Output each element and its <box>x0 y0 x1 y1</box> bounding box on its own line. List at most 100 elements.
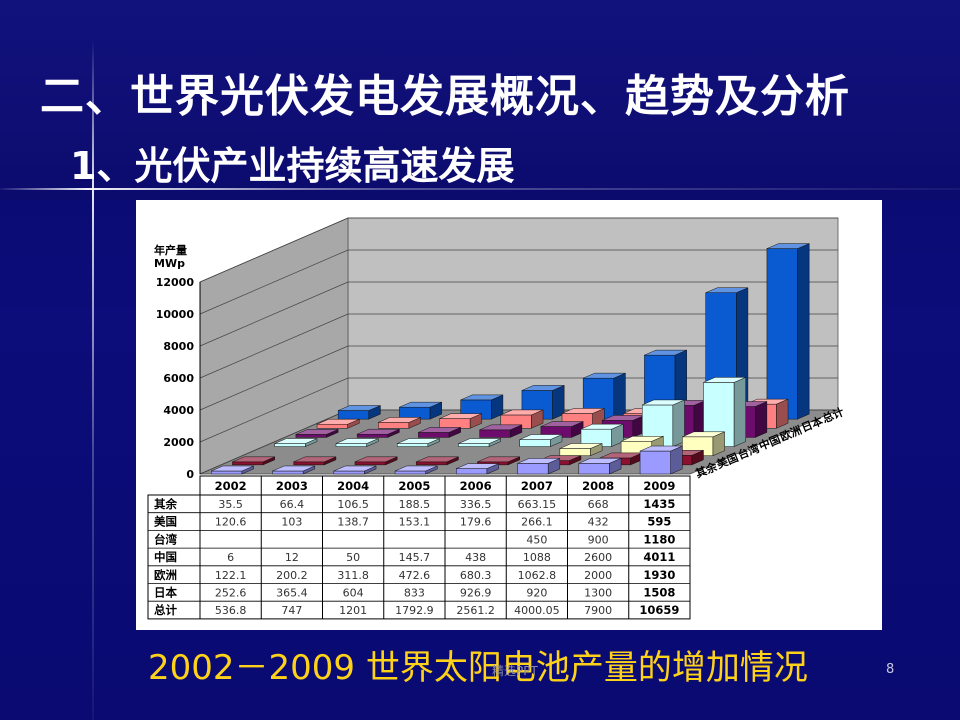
bar <box>500 409 544 429</box>
chart-panel: 0 2000 4000 6000 8000 10000 12000 年产量 MWp 其余 美国 台湾中… <box>136 200 882 630</box>
bar-top <box>354 456 398 463</box>
bar-top <box>338 405 381 411</box>
bar <box>517 457 561 475</box>
bar-front <box>293 461 325 466</box>
table-cell: 200.2 <box>276 569 308 582</box>
table-cell: 10659 <box>639 603 679 617</box>
bar-top <box>439 413 482 419</box>
table-row-header: 其余 <box>154 497 177 511</box>
table-cell: 1088 <box>523 551 551 564</box>
table-cell: 103 <box>281 516 302 529</box>
bar-top <box>540 421 584 427</box>
bar-top <box>500 409 544 416</box>
bar-top <box>399 401 442 408</box>
bar-front <box>378 422 410 429</box>
bar-top <box>397 438 440 444</box>
bar-front <box>333 470 365 475</box>
bar-front <box>578 463 610 475</box>
table-cell: 1201 <box>339 604 367 617</box>
decorative-vertical-line <box>92 40 94 720</box>
table-row-header: 中国 <box>154 550 177 564</box>
y-tick-label: 10000 <box>156 308 195 321</box>
bar-top <box>517 458 560 464</box>
bar-top <box>519 434 563 440</box>
bar-front <box>456 468 488 475</box>
bar <box>399 401 442 420</box>
bar <box>378 417 421 429</box>
table-cell: 595 <box>647 515 671 529</box>
table-cell: 680.3 <box>460 569 492 582</box>
bar <box>211 465 254 475</box>
bar-front <box>418 432 450 438</box>
table-cell: 926.9 <box>460 587 492 600</box>
bar-top <box>521 385 565 391</box>
table-cell: 336.5 <box>460 498 492 511</box>
table-row-header: 日本 <box>154 586 177 600</box>
bar-top <box>479 424 522 431</box>
bar <box>295 429 339 438</box>
bar-front <box>439 418 471 429</box>
watermark: 精选PPT <box>492 664 538 678</box>
bar-front <box>559 448 591 456</box>
table-cell: 747 <box>281 604 302 617</box>
table-cell: 2600 <box>584 551 612 564</box>
bar-front <box>335 443 367 447</box>
bar-top <box>295 429 339 435</box>
table-cell: 7900 <box>584 604 612 617</box>
table-cell: 50 <box>346 551 360 564</box>
slide-title: 二、世界光伏发电发展概况、趋势及分析 <box>40 71 850 122</box>
bar <box>337 405 381 420</box>
table-row-header: 台湾 <box>154 532 177 546</box>
table-cell: 106.5 <box>337 498 369 511</box>
table-cell: 1435 <box>643 497 675 511</box>
bar-front <box>479 429 511 438</box>
bar <box>394 465 438 475</box>
bar <box>456 463 499 475</box>
table-cell: 668 <box>588 498 609 511</box>
bar <box>540 421 584 438</box>
bar <box>415 456 459 466</box>
bar-top <box>477 456 520 463</box>
table-cell: 4000.05 <box>514 604 560 617</box>
bar <box>316 418 360 429</box>
bar <box>333 465 377 475</box>
bar <box>356 428 400 438</box>
bar-top <box>766 243 810 249</box>
table-cell: 266.1 <box>521 516 553 529</box>
gridline <box>199 249 838 315</box>
bar <box>293 456 337 466</box>
table-body <box>147 494 691 620</box>
table-column-header: 2004 <box>337 479 369 493</box>
table-cell: 438 <box>465 551 486 564</box>
table-column-header: 2003 <box>276 479 308 493</box>
bar-top <box>559 443 603 449</box>
bar <box>439 413 483 429</box>
bar <box>766 243 810 420</box>
bar-top <box>642 399 685 406</box>
table-cell: 900 <box>588 533 609 546</box>
bar-top <box>211 465 254 472</box>
bar <box>521 385 565 420</box>
table-cell: 1508 <box>643 586 675 600</box>
chart-caption: 2002－2009 世界太阳电池产量的增加情况 <box>148 648 808 688</box>
bar-front <box>766 248 798 420</box>
y-tick-label: 6000 <box>163 372 194 385</box>
bar-top <box>583 372 626 379</box>
bar-front <box>394 470 426 475</box>
table-cell: 153.1 <box>399 516 431 529</box>
bar-top <box>705 287 749 293</box>
bar-top <box>561 408 605 414</box>
y-tick-label: 4000 <box>163 404 194 417</box>
bar-front <box>211 470 243 475</box>
decorative-horizontal-line <box>0 188 960 190</box>
table-cell: 66.4 <box>280 498 305 511</box>
bar-top <box>357 428 400 435</box>
bar-side <box>733 376 746 447</box>
table-cell: 179.6 <box>460 516 492 529</box>
y-tick-label: 2000 <box>163 436 194 449</box>
bar-top <box>639 445 683 452</box>
bar-top <box>456 463 499 469</box>
table-cell: 450 <box>526 533 547 546</box>
table-row-header: 总计 <box>154 603 177 617</box>
